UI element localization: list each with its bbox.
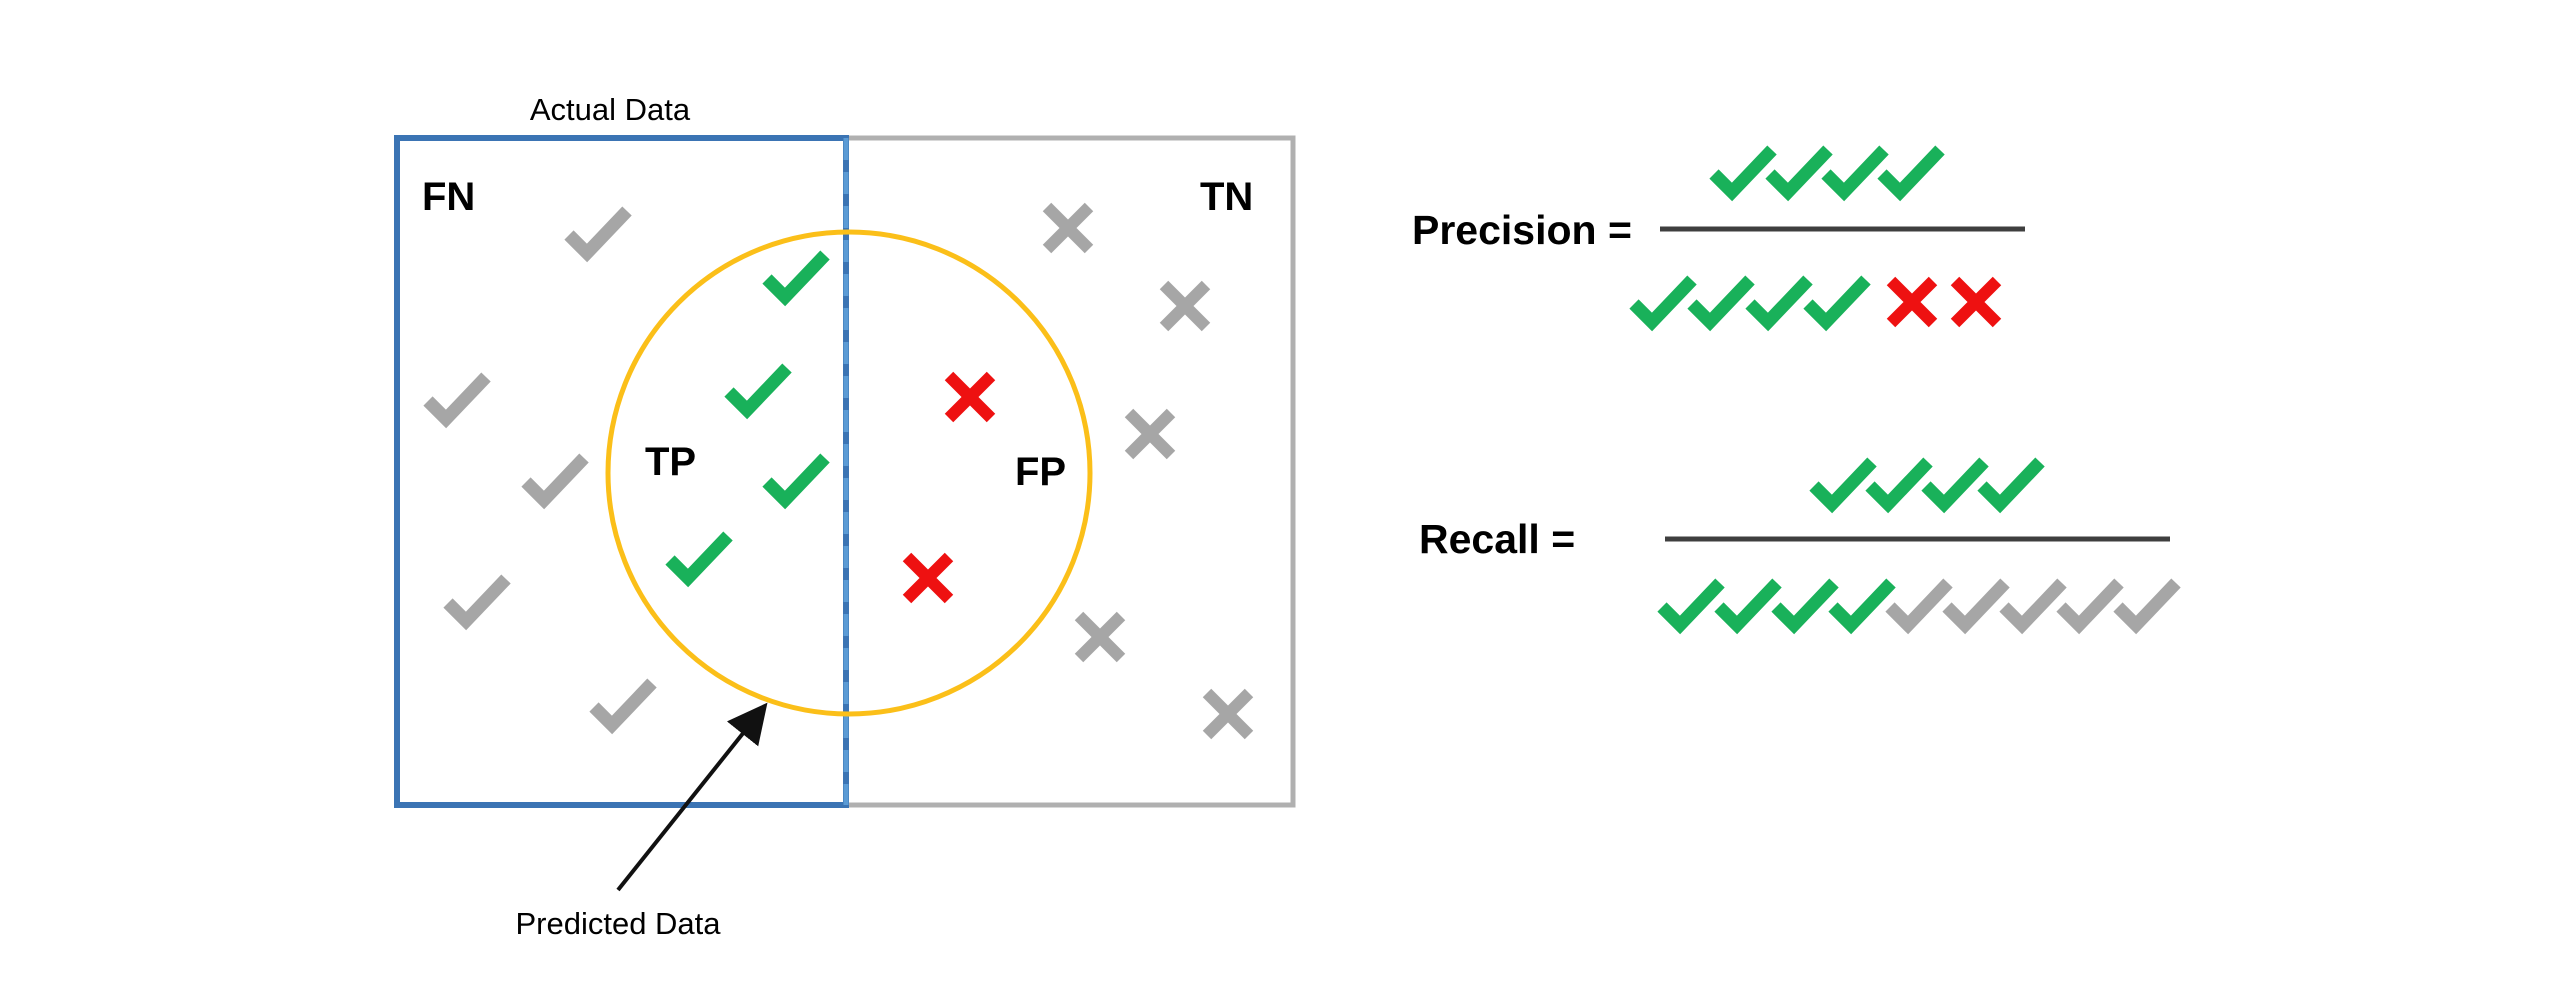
cross-icon bbox=[1202, 688, 1254, 740]
actual-data-label: Actual Data bbox=[530, 92, 691, 127]
precision-formula: Precision = bbox=[1412, 145, 2025, 332]
check-icon bbox=[762, 453, 830, 510]
tn-label: TN bbox=[1200, 175, 1253, 219]
check-icon bbox=[1657, 578, 1725, 635]
fp-label: FP bbox=[1015, 450, 1066, 494]
check-icon bbox=[2056, 578, 2124, 635]
fn-label: FN bbox=[422, 175, 475, 219]
check-icon bbox=[1977, 457, 2045, 514]
check-icon bbox=[1885, 578, 1953, 635]
check-icon bbox=[1828, 578, 1896, 635]
predicted-data-label: Predicted Data bbox=[515, 906, 721, 941]
check-icon bbox=[1803, 275, 1871, 332]
precision-label: Precision = bbox=[1412, 207, 1632, 253]
check-icon bbox=[1877, 145, 1945, 202]
cross-icon bbox=[1159, 280, 1211, 332]
check-icon bbox=[443, 574, 511, 631]
check-icon bbox=[1714, 578, 1782, 635]
recall-label: Recall = bbox=[1419, 516, 1575, 562]
check-icon bbox=[423, 372, 491, 429]
cross-icon bbox=[902, 552, 954, 604]
check-icon bbox=[564, 206, 632, 263]
check-icon bbox=[1999, 578, 2067, 635]
check-icon bbox=[1709, 145, 1777, 202]
check-icon bbox=[1809, 457, 1877, 514]
check-icon bbox=[1629, 275, 1697, 332]
precision-numerator bbox=[1709, 145, 1945, 202]
check-icon bbox=[1865, 457, 1933, 514]
recall-denominator bbox=[1657, 578, 2181, 635]
check-icon bbox=[1687, 275, 1755, 332]
diagram-marks bbox=[423, 202, 1254, 740]
recall-formula: Recall = bbox=[1419, 457, 2181, 635]
tp-label: TP bbox=[645, 440, 696, 484]
check-icon bbox=[589, 678, 657, 735]
precision-denominator bbox=[1629, 275, 2002, 332]
check-icon bbox=[1765, 145, 1833, 202]
check-icon bbox=[762, 250, 830, 307]
check-icon bbox=[665, 531, 733, 588]
check-icon bbox=[1745, 275, 1813, 332]
recall-numerator bbox=[1809, 457, 2045, 514]
cross-icon bbox=[1886, 276, 1938, 328]
check-icon bbox=[724, 363, 792, 420]
cross-icon bbox=[1950, 276, 2002, 328]
predicted-data-arrow bbox=[616, 702, 768, 892]
cross-icon bbox=[1124, 408, 1176, 460]
check-icon bbox=[521, 453, 589, 510]
check-icon bbox=[1771, 578, 1839, 635]
actual-data-box bbox=[394, 135, 849, 808]
predicted-data-circle bbox=[605, 229, 1093, 717]
check-icon bbox=[1942, 578, 2010, 635]
cross-icon bbox=[944, 371, 996, 423]
check-icon bbox=[2113, 578, 2181, 635]
actual-vs-predicted-diagram: Actual Data FN TN TP FP Predicted Data bbox=[394, 92, 1296, 941]
check-icon bbox=[1921, 457, 1989, 514]
check-icon bbox=[1821, 145, 1889, 202]
cross-icon bbox=[1042, 202, 1094, 254]
cross-icon bbox=[1074, 611, 1126, 663]
